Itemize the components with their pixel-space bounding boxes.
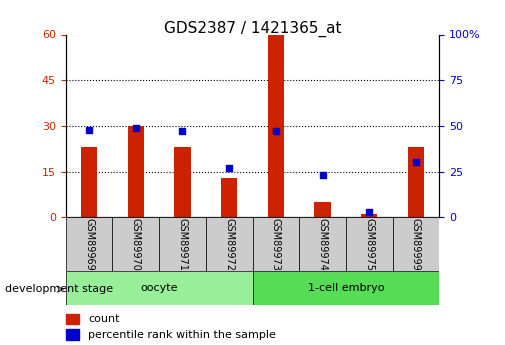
Text: 1-cell embryo: 1-cell embryo <box>308 283 384 293</box>
Bar <box>81 147 97 217</box>
Text: development stage: development stage <box>5 284 113 294</box>
FancyBboxPatch shape <box>346 217 393 271</box>
Point <box>272 129 280 134</box>
Point <box>85 127 93 132</box>
FancyBboxPatch shape <box>66 217 113 271</box>
Text: GSM89974: GSM89974 <box>318 218 328 270</box>
Text: GSM89973: GSM89973 <box>271 218 281 270</box>
FancyBboxPatch shape <box>393 217 439 271</box>
Bar <box>268 34 284 217</box>
Bar <box>66 329 79 340</box>
Text: percentile rank within the sample: percentile rank within the sample <box>88 330 276 340</box>
FancyBboxPatch shape <box>252 217 299 271</box>
Bar <box>315 202 331 217</box>
Bar <box>361 214 377 217</box>
Bar <box>174 147 190 217</box>
Bar <box>221 178 237 217</box>
FancyBboxPatch shape <box>252 271 439 305</box>
Point <box>412 160 420 165</box>
Point <box>365 209 373 215</box>
Text: GSM89971: GSM89971 <box>177 218 187 270</box>
Point <box>132 125 140 130</box>
Point <box>225 165 233 171</box>
Text: GSM89972: GSM89972 <box>224 218 234 270</box>
FancyBboxPatch shape <box>299 217 346 271</box>
Text: GSM89975: GSM89975 <box>364 218 374 270</box>
Bar <box>66 314 79 324</box>
Bar <box>128 126 144 217</box>
Point <box>319 172 327 178</box>
Bar <box>408 147 424 217</box>
FancyBboxPatch shape <box>113 217 159 271</box>
FancyBboxPatch shape <box>206 217 252 271</box>
Text: GDS2387 / 1421365_at: GDS2387 / 1421365_at <box>164 21 341 37</box>
FancyBboxPatch shape <box>159 217 206 271</box>
FancyBboxPatch shape <box>66 271 252 305</box>
Text: GSM89969: GSM89969 <box>84 218 94 270</box>
Point <box>178 129 186 134</box>
Text: GSM89999: GSM89999 <box>411 218 421 270</box>
Text: oocyte: oocyte <box>140 283 178 293</box>
Text: count: count <box>88 314 120 324</box>
Text: GSM89970: GSM89970 <box>131 218 141 270</box>
